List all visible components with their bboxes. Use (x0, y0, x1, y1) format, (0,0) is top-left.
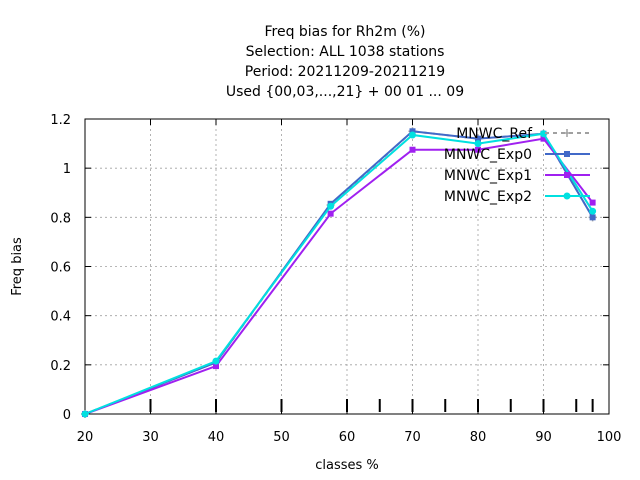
y-tick-label: 0 (63, 408, 71, 423)
point-marker (212, 357, 220, 365)
x-tick-label: 80 (470, 430, 487, 445)
y-tick-label: 0.2 (50, 359, 71, 374)
point-marker (563, 192, 571, 200)
point-marker (409, 128, 416, 135)
title-line: Used {00,03,...,21} + 00 01 ... 09 (226, 84, 464, 100)
title-line: Period: 20211209-20211219 (245, 64, 445, 80)
x-tick-label: 70 (404, 430, 421, 445)
legend-label: MNWC_Ref (456, 126, 533, 142)
y-tick-label: 1 (63, 162, 71, 177)
legend-label: MNWC_Exp0 (444, 147, 532, 163)
point-marker (327, 202, 335, 210)
point-marker (474, 140, 482, 148)
point-marker (540, 135, 547, 142)
point-marker (563, 129, 571, 137)
point-marker (81, 410, 89, 418)
title-line: Freq bias for Rh2m (%) (264, 24, 425, 40)
legend: MNWC_Ref MNWC_Exp0 MNWC_Exp1 MNWC_Exp2 (444, 126, 590, 205)
x-tick-label: 30 (142, 430, 159, 445)
x-tick-label: 60 (339, 430, 356, 445)
bottom-marks (149, 399, 594, 412)
y-tick-label: 0.4 (50, 310, 71, 325)
x-tick-label: 100 (597, 430, 622, 445)
x-axis-label: classes % (315, 458, 379, 473)
chart-title: Freq bias for Rh2m (%) Selection: ALL 103… (226, 24, 464, 100)
point-marker (213, 363, 219, 370)
x-tick-label: 50 (273, 430, 290, 445)
point-marker (475, 135, 481, 142)
legend-label: MNWC_Exp2 (444, 189, 532, 205)
point-marker (409, 131, 416, 139)
point-marker (409, 146, 416, 153)
point-marker (564, 172, 570, 178)
x-tick-label: 90 (535, 430, 552, 445)
x-tick-labels: 20 30 40 50 60 70 80 90 100 (77, 430, 622, 445)
point-marker (327, 210, 334, 217)
grid (84, 118, 610, 415)
y-tick-label: 0.6 (50, 261, 71, 276)
y-axis-label: Freq bias (10, 237, 25, 296)
point-marker (475, 146, 481, 153)
y-tick-labels: 0 0.2 0.4 0.6 0.8 1 1.2 (50, 113, 71, 423)
point-marker (589, 214, 596, 221)
y-tick-label: 0.8 (50, 211, 71, 226)
point-marker (564, 151, 570, 157)
x-tick-label: 20 (77, 430, 94, 445)
title-line: Selection: ALL 1038 stations (246, 44, 445, 60)
legend-label: MNWC_Exp1 (444, 168, 532, 184)
plot-frame (84, 118, 610, 415)
series-lines (81, 127, 597, 418)
y-tick-label: 1.2 (50, 113, 71, 128)
point-marker (589, 207, 597, 215)
point-marker (589, 199, 596, 206)
series-mnwc-exp2 (81, 130, 597, 418)
x-tick-label: 40 (208, 430, 225, 445)
